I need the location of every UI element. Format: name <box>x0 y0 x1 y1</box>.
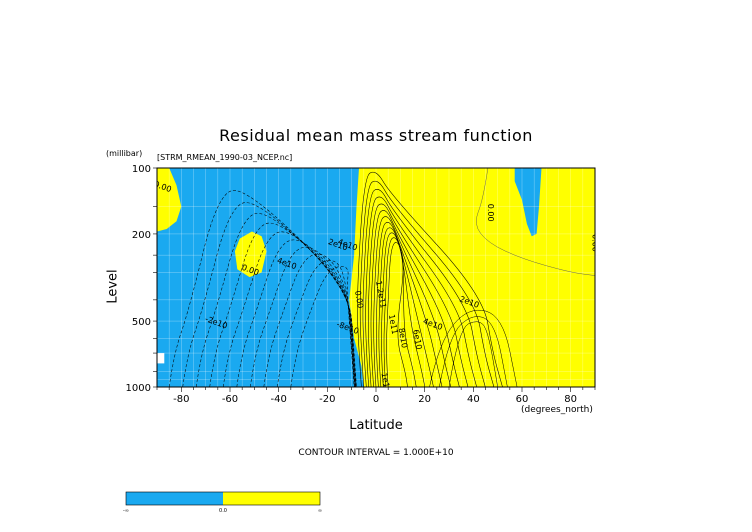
contour-line-positive <box>378 227 434 387</box>
contour-line-positive <box>383 237 417 387</box>
contour-label: 6e10 <box>411 329 423 350</box>
colorbar-frame <box>125 491 321 506</box>
y-ticks: 100 200 500 1000 <box>126 164 157 394</box>
contour-line-negative <box>182 202 357 387</box>
x-tick-label: -80 <box>173 394 189 405</box>
y-tick-label: 200 <box>132 230 151 241</box>
colorbar-label-max: ∞ <box>318 508 322 514</box>
x-tick-label: -20 <box>319 394 335 405</box>
contour-line-zero <box>476 168 595 276</box>
x-tick-label: 80 <box>564 394 577 405</box>
colorbar-negative <box>126 492 223 505</box>
y-tick-label: 100 <box>132 164 151 175</box>
contour-line-positive <box>386 242 408 387</box>
negative-region-arctic <box>514 168 542 237</box>
contour-line-positive <box>448 321 498 387</box>
contour-line-positive <box>357 171 503 387</box>
contour-line-positive <box>365 196 477 387</box>
contour-line-positive <box>362 189 486 387</box>
contour-line-negative <box>209 222 356 387</box>
contour-label: 0.00 <box>591 234 600 252</box>
contour-label: 0.00 <box>353 290 365 309</box>
y-tick-label: 500 <box>132 317 151 328</box>
x-axis-label: Latitude <box>349 418 403 433</box>
contour-line-positive <box>375 222 443 387</box>
source-file-label: [STRM_RMEAN_1990-03_NCEP.nc] <box>157 153 293 162</box>
contour-line-negative <box>277 260 355 387</box>
contour-line-positive <box>368 203 469 387</box>
contour-line-positive <box>370 210 460 387</box>
x-tick-label: -40 <box>270 394 286 405</box>
contour-line-negative <box>290 266 355 387</box>
x-tick-label: 40 <box>467 394 480 405</box>
x-tick-label: 0 <box>373 394 379 405</box>
missing-data-patch <box>157 353 165 364</box>
contour-line-negative <box>236 239 356 387</box>
x-tick-label: 60 <box>516 394 529 405</box>
colorbar-label-min: -∞ <box>123 508 129 514</box>
grid <box>157 168 595 387</box>
contour-line-positive <box>439 316 508 387</box>
contour-label: 8e10 <box>397 327 409 348</box>
contour-lines <box>168 168 595 387</box>
contour-interval-note: CONTOUR INTERVAL = 1.000E+10 <box>298 448 454 458</box>
x-tick-label: -60 <box>222 394 238 405</box>
contour-line-positive <box>359 180 495 387</box>
x-tick-label: 20 <box>418 394 431 405</box>
x-units-label: (degrees_north) <box>521 405 593 415</box>
contour-line-negative <box>168 190 357 387</box>
contour-line-negative <box>263 253 355 387</box>
x-ticks: -80 -60 -40 -20 0 20 40 60 80 <box>156 387 596 405</box>
negative-region <box>157 168 364 387</box>
y-units-label: (millibar) <box>106 149 143 158</box>
chart-title: Residual mean mass stream function <box>219 126 533 145</box>
colorbar-label-mid: 0.0 <box>219 508 227 514</box>
colorbar: -∞ 0.0 ∞ <box>123 491 322 514</box>
contour-label: 1e11 <box>380 372 392 393</box>
contour-line-positive <box>381 232 426 387</box>
contour-line-positive <box>373 216 452 387</box>
contour-label: 1e11 <box>387 314 399 335</box>
contour-line-positive <box>429 309 518 387</box>
y-tick-label: 1000 <box>126 383 151 394</box>
contour-line-negative <box>222 231 356 387</box>
contour-label: 0.00 <box>153 180 173 195</box>
colorbar-positive <box>223 492 320 505</box>
contour-label: 0.00 <box>486 204 495 222</box>
